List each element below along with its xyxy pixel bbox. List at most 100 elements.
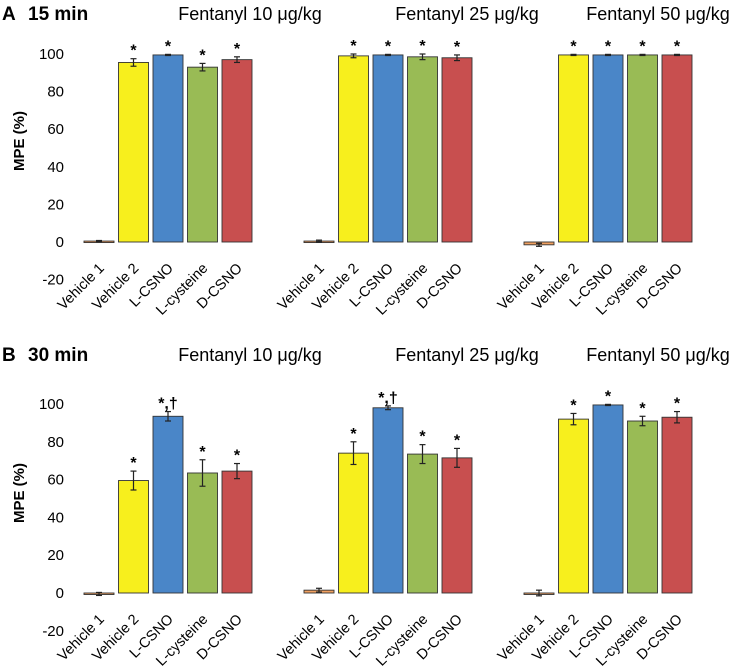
panel-a-g3-l-cysteine-bar	[627, 54, 658, 243]
panel-b-g1-l-cysteine-bar	[187, 472, 218, 594]
panel-a-g3-l-csno-error-bar	[605, 53, 611, 57]
panel-a-g2-l-csno-bar	[372, 54, 404, 243]
panel-a-g3-vehicle-2-error-bar	[570, 53, 577, 57]
panel-b-time: 30 min	[28, 345, 88, 366]
panel-b-g1-l-cysteine-error-bar	[199, 459, 206, 487]
panel-b-y-tick-80: 80	[47, 434, 64, 451]
panel-a-g2-l-cysteine-bar	[407, 56, 438, 243]
panel-b-g1-d-csno-bar	[221, 470, 253, 594]
panel-b-g3-l-cysteine-bar	[627, 420, 658, 594]
panel-a: A 15 min Fentanyl 10 μg/kg Fentanyl 25 μ…	[2, 4, 730, 319]
panel-b-g3-l-cysteine-error-bar	[639, 415, 646, 427]
panel-a-g1-l-cysteine-error-bar	[199, 62, 206, 72]
panel-a-y-tick-minus-20: -20	[42, 272, 64, 289]
panel-a-g2-l-csno-significance-mark: *	[385, 38, 392, 55]
panel-b-g3-vehicle-2-error-bar	[570, 412, 577, 426]
panel-b-g3-l-csno-error-bar	[605, 403, 611, 407]
panel-a-g2-d-csno-bar	[441, 57, 473, 243]
panel-b-g3-l-csno-bar	[592, 404, 624, 594]
panel-b-g1-vehicle-1-error-bar	[96, 591, 102, 597]
panel-a-y-tick-80: 80	[47, 84, 64, 101]
panel-b-g3-l-csno-significance-mark: *	[605, 388, 612, 405]
panel-a-group-1-title: Fentanyl 10 μg/kg	[178, 4, 321, 24]
panel-a-g3-d-csno-bar	[661, 54, 693, 243]
panel-b-g2-vehicle-2-error-bar	[350, 441, 357, 466]
panel-a-g3-vehicle-1-error-bar	[536, 242, 542, 247]
panel-a-g1-l-csno-significance-mark: *	[165, 38, 172, 55]
panel-b-group-1-title: Fentanyl 10 μg/kg	[178, 345, 321, 365]
panel-a-group-2-title: Fentanyl 25 μg/kg	[395, 4, 538, 24]
panel-b-g2-l-csno-bar	[372, 407, 404, 594]
panel-a-g1-l-csno-bar	[152, 54, 184, 243]
panel-b-g3-vehicle-2-bar	[558, 418, 589, 594]
panel-a-group-3-title: Fentanyl 50 μg/kg	[586, 4, 729, 24]
panel-a-g2-d-csno-significance-mark: *	[454, 39, 461, 56]
panel-a-y-tick-60: 60	[47, 121, 64, 138]
panel-b-g3-d-csno-significance-mark: *	[674, 396, 681, 413]
panel-b-y-ticks: -20 0 20 40 60 80 100	[39, 396, 64, 640]
panel-b-y-tick-0: 0	[56, 585, 64, 602]
panel-a-g2-l-cysteine-error-bar	[419, 53, 426, 61]
panel-b-g3-d-csno-error-bar	[674, 410, 680, 424]
panel-a-g3-l-cysteine-error-bar	[639, 53, 646, 57]
panel-b-g2-l-csno-error-bar	[385, 405, 391, 411]
panel-a-g2-vehicle-2-significance-mark: *	[350, 38, 357, 55]
panel-a-g3-d-csno-significance-mark: *	[674, 38, 681, 55]
panel-b-y-tick-minus-20: -20	[42, 623, 64, 640]
panel-a-bars: * * * * * * * * * * * *	[83, 38, 693, 247]
panel-a-g1-vehicle-2-bar	[118, 62, 149, 243]
panel-a-g1-d-csno-bar	[221, 59, 253, 243]
panel-a-y-axis-label: MPE (%)	[11, 111, 28, 171]
panel-b-g2-d-csno-error-bar	[454, 447, 460, 468]
panel-b-g1-l-csno-significance-mark: *,†	[158, 396, 178, 413]
panel-b-y-tick-20: 20	[47, 547, 64, 564]
panel-b-g3-vehicle-1-error-bar	[536, 589, 542, 597]
panel-b-g2-l-cysteine-bar	[407, 453, 438, 594]
panel-b-bars: * *,† * * * *,† * * * * * *	[83, 388, 693, 597]
panel-b-g1-vehicle-2-significance-mark: *	[130, 455, 137, 472]
panel-a-y-tick-40: 40	[47, 159, 64, 176]
panel-b: B 30 min Fentanyl 10 μg/kg Fentanyl 25 μ…	[2, 345, 730, 670]
panel-a-g2-vehicle-2-bar	[338, 55, 369, 243]
panel-a-g2-l-cysteine-significance-mark: *	[419, 38, 426, 55]
panel-b-y-tick-60: 60	[47, 472, 64, 489]
panel-a-g3-vehicle-2-bar	[558, 54, 589, 243]
panel-a-g3-l-cysteine-significance-mark: *	[639, 38, 646, 55]
panel-b-g1-l-cysteine-significance-mark: *	[199, 444, 206, 461]
panel-a-g1-vehicle-1-error-bar	[96, 239, 102, 243]
panel-b-g3-vehicle-2-significance-mark: *	[570, 397, 577, 414]
panel-b-y-tick-40: 40	[47, 509, 64, 526]
panel-a-time: 15 min	[28, 4, 88, 25]
panel-b-g2-vehicle-2-bar	[338, 452, 369, 594]
panel-b-g1-vehicle-2-bar	[118, 480, 149, 594]
panel-a-g3-l-csno-bar	[592, 54, 624, 243]
panel-a-g2-vehicle-2-error-bar	[350, 53, 357, 59]
panel-b-g1-l-csno-error-bar	[165, 410, 171, 422]
panel-a-y-ticks: -20 0 20 40 60 80 100	[39, 46, 64, 289]
panel-a-letter: A	[2, 4, 16, 25]
panel-b-g2-l-cysteine-error-bar	[419, 444, 426, 465]
panel-b-group-2-title: Fentanyl 25 μg/kg	[395, 345, 538, 365]
panel-a-g3-d-csno-error-bar	[674, 53, 680, 57]
panel-b-g1-l-csno-bar	[152, 415, 184, 594]
panel-a-g2-vehicle-1-error-bar	[316, 239, 322, 243]
panel-b-g2-vehicle-2-significance-mark: *	[350, 426, 357, 443]
panel-b-g2-d-csno-significance-mark: *	[454, 432, 461, 449]
panel-a-g1-d-csno-error-bar	[234, 56, 240, 64]
panel-b-letter: B	[2, 345, 16, 366]
panel-b-g2-l-cysteine-significance-mark: *	[419, 429, 426, 446]
panel-b-group-3-title: Fentanyl 50 μg/kg	[586, 345, 729, 365]
panel-a-g3-l-csno-significance-mark: *	[605, 38, 612, 55]
panel-b-g1-vehicle-2-error-bar	[130, 470, 137, 491]
panel-b-g3-l-cysteine-significance-mark: *	[639, 400, 646, 417]
panel-b-g2-d-csno-bar	[441, 457, 473, 594]
panel-b-g2-vehicle-1-error-bar	[316, 587, 322, 593]
panel-a-g2-l-csno-error-bar	[385, 53, 391, 57]
panel-b-g1-d-csno-significance-mark: *	[234, 448, 241, 465]
panel-a-g1-vehicle-2-significance-mark: *	[130, 43, 137, 60]
panel-a-y-tick-100: 100	[39, 46, 64, 63]
panel-b-y-tick-100: 100	[39, 396, 64, 413]
